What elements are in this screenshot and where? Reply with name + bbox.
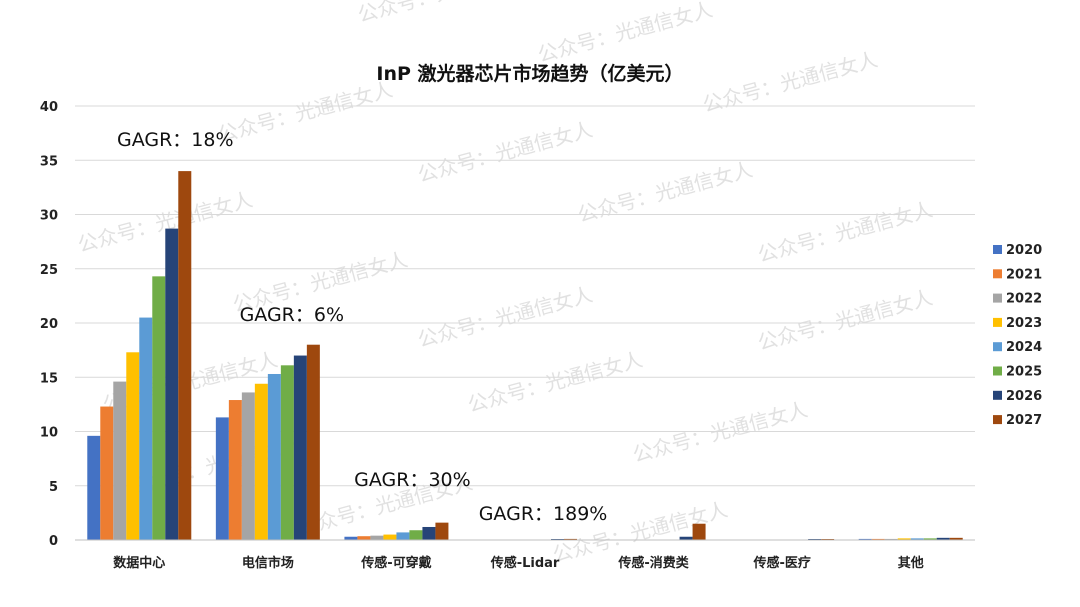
bar (293, 355, 307, 540)
watermark-text: 公众号：光通信女人 (755, 285, 935, 355)
bar (344, 536, 358, 540)
y-tick-label: 35 (40, 154, 58, 169)
bar (228, 400, 242, 540)
watermark-text: 公众号：光通信女人 (465, 347, 645, 417)
x-category-label: 传感-可穿戴 (360, 555, 431, 571)
x-category-label: 传感-消费类 (617, 555, 689, 571)
legend-swatch (993, 245, 1002, 254)
y-tick-label: 30 (40, 209, 58, 224)
legend-label: 2020 (1006, 243, 1042, 258)
bar (241, 392, 255, 540)
watermark-text: 公众号：光通信女人 (415, 117, 595, 187)
legend-label: 2022 (1006, 292, 1042, 307)
bar (254, 383, 268, 540)
bar (280, 365, 294, 540)
bar (152, 276, 166, 540)
legend-label: 2026 (1006, 389, 1042, 404)
y-tick-label: 5 (49, 480, 58, 495)
bar (178, 171, 192, 540)
bar (306, 344, 320, 540)
bar (564, 538, 577, 540)
y-tick-label: 40 (40, 100, 58, 115)
legend-label: 2021 (1006, 267, 1042, 282)
watermark-text: 公众号：光通信女人 (415, 282, 595, 352)
grid-lines (75, 105, 975, 487)
watermark-text: 公众号：光通信女人 (535, 0, 715, 67)
x-category-label: 数据中心 (113, 555, 165, 571)
x-category-label: 传感-Lidar (490, 555, 560, 571)
legend-swatch (993, 390, 1002, 400)
watermark-text: 公众号：光通信女人 (215, 77, 395, 147)
bar (383, 534, 397, 540)
bars (87, 171, 963, 541)
bar (897, 538, 911, 540)
annotations: GAGR：18% GAGR：6% GAGR：30% GAGR：189% (117, 129, 607, 525)
bar (692, 523, 706, 540)
bar (370, 535, 384, 540)
legend-label: 2025 (1006, 365, 1042, 380)
bar (858, 538, 872, 540)
y-tick-label: 25 (40, 263, 58, 278)
y-tick-label: 15 (40, 371, 58, 386)
cagr-annotation: GAGR：18% (117, 129, 234, 151)
bar (139, 317, 153, 540)
x-category-label: 传感-医疗 (752, 555, 810, 571)
bar (422, 526, 436, 540)
bar (910, 538, 924, 540)
watermark-text: 公众号：光通信女人 (75, 187, 255, 257)
bar (396, 532, 410, 540)
cagr-annotation: GAGR：6% (240, 304, 344, 326)
chart-title: InP 激光器芯片市场趋势（亿美元） (376, 62, 683, 85)
legend-label: 2024 (1006, 340, 1042, 355)
legend-swatch (993, 366, 1002, 376)
bar (357, 536, 371, 540)
bar (267, 373, 281, 540)
bar (884, 538, 898, 540)
x-category-label: 其他 (898, 555, 924, 571)
bar (215, 417, 229, 540)
y-tick-label: 0 (49, 534, 58, 549)
bar (936, 537, 950, 540)
legend-swatch (993, 269, 1002, 279)
bar (100, 406, 114, 540)
bar (949, 537, 963, 540)
legend-label: 2027 (1006, 413, 1042, 428)
bar (923, 538, 937, 540)
watermark-layer: 公众号：光通信女人公众号：光通信女人公众号：光通信女人公众号：光通信女人公众号：… (75, 0, 935, 567)
bar (435, 522, 449, 540)
bar (409, 530, 423, 540)
cagr-annotation: GAGR：189% (479, 503, 608, 525)
legend-swatch (993, 415, 1002, 425)
legend-swatch (993, 342, 1002, 352)
y-tick-label: 10 (40, 426, 58, 441)
bar (87, 435, 101, 540)
y-tick-label: 20 (40, 317, 58, 332)
bar (165, 228, 179, 541)
legend-swatch (993, 293, 1002, 303)
watermark-text: 公众号：光通信女人 (755, 197, 935, 267)
legend: 2020 2021 2022 2023 2024 2025 2026 2027 (993, 243, 1042, 428)
bar (126, 352, 140, 540)
bar (679, 536, 693, 540)
watermark-text: 公众号：光通信女人 (575, 157, 755, 227)
cagr-annotation: GAGR：30% (354, 469, 471, 491)
watermark-text: 公众号：光通信女人 (355, 0, 535, 27)
x-category-label: 电信市场 (242, 555, 294, 571)
bar (871, 538, 885, 540)
legend-swatch (993, 317, 1002, 327)
bar (113, 381, 127, 540)
axes: 0 5 10 15 20 25 30 35 40 数据中心 电信市场 传感-可穿戴 传感-Lidar 传感… (40, 100, 975, 571)
legend-label: 2023 (1006, 316, 1042, 331)
